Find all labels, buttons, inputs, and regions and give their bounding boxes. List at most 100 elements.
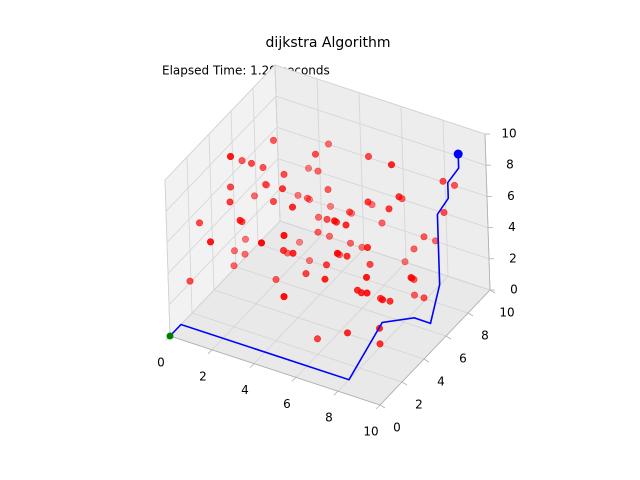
x-axis-line [169,335,381,406]
y-tick-label: 0 [393,421,401,435]
obstacle-point [251,192,259,200]
obstacle-point [280,232,288,240]
grid-line [235,266,447,337]
obstacle-point [364,198,372,206]
grid-line [337,275,449,392]
grid-line [213,289,425,360]
obstacle-point [410,291,418,299]
obstacle-point [186,277,194,285]
grid-line [164,64,276,181]
x-tick-label: 0 [157,356,165,370]
obstacle-point [280,170,288,178]
obstacle-point [311,150,319,158]
grid-line [166,127,278,243]
obstacle-point [326,202,334,210]
z-tick-label: 2 [509,251,517,265]
obstacle-point [288,203,296,211]
x-tick [207,349,213,355]
x-tick [375,404,381,410]
obstacle-point [353,286,361,294]
grid-line [164,179,171,337]
goal-point [453,149,463,159]
x-tick [291,377,297,382]
x-tick [333,390,339,396]
grid-line [274,64,281,222]
obstacle-point [230,262,238,270]
obstacle-point [321,275,329,283]
y-tick [379,404,386,409]
y-tick [423,358,430,363]
obstacle-point [236,216,244,224]
obstacle-point [248,159,256,167]
obstacle-point [262,181,270,189]
obstacle-point [241,250,249,258]
obstacle-point [313,335,321,343]
obstacle-point [227,153,235,161]
obstacle-point [196,219,204,227]
start-point [166,332,174,340]
grid-line [442,120,449,277]
chart-title: dijkstra Algorithm [266,35,391,51]
obstacle-point [420,294,428,302]
obstacle-point [295,238,303,246]
obstacle-point [364,153,372,161]
obstacle-point [280,293,288,301]
obstacle-point [330,217,338,225]
obstacle-point [305,196,313,204]
grid-line [168,189,280,306]
z-tick-label: 4 [508,220,516,234]
obstacle-point [342,221,350,229]
obstacle-point [333,249,341,257]
grid-line [295,262,407,378]
obstacle-point [207,238,215,246]
obstacle-point [231,247,239,255]
obstacle-point [346,239,354,247]
obstacle-point [272,275,280,283]
obstacle-point [439,177,447,185]
obstacle-point [385,205,393,213]
grid-line [186,156,193,314]
x-tick-label: 8 [325,411,333,425]
obstacle-point [238,157,246,165]
grid-line [165,95,277,212]
obstacle-point [410,245,418,253]
x-tick-label: 10 [363,425,378,439]
obstacle-point [362,273,370,281]
obstacle-point [303,194,311,202]
obstacle-point [259,164,267,172]
obstacle-point [386,297,394,305]
obstacle-point [323,215,331,223]
grid-line [253,248,365,364]
obstacle-point [401,258,409,266]
y-tick-label: 8 [481,329,489,343]
grid-line [316,78,323,235]
obstacle-point [302,270,310,278]
obstacle-point [324,186,332,194]
obstacle-point [304,164,312,172]
grid-line [167,158,279,274]
obstacle-point [440,209,448,217]
grid-line [274,64,486,135]
obstacle-point [343,329,351,337]
obstacle-point [376,294,384,302]
obstacle-point [269,136,277,144]
z-tick-label: 8 [506,158,514,172]
obstacle-point [325,232,333,240]
z-tick-label: 6 [507,189,515,203]
obstacle-point [387,161,395,169]
obstacle-point [279,246,287,254]
grid-line [400,106,407,263]
obstacle-point [378,219,386,227]
obstacle-point [345,208,353,216]
obstacle-point [408,274,416,282]
obstacle-point [269,198,277,206]
y-tick [445,335,452,340]
grid-line [230,110,237,268]
obstacle-point [314,228,322,236]
obstacle-point [261,180,269,188]
path-line [169,154,460,381]
obstacle-point [376,340,384,348]
z-axis-line [484,133,491,291]
y-tick [401,381,408,386]
